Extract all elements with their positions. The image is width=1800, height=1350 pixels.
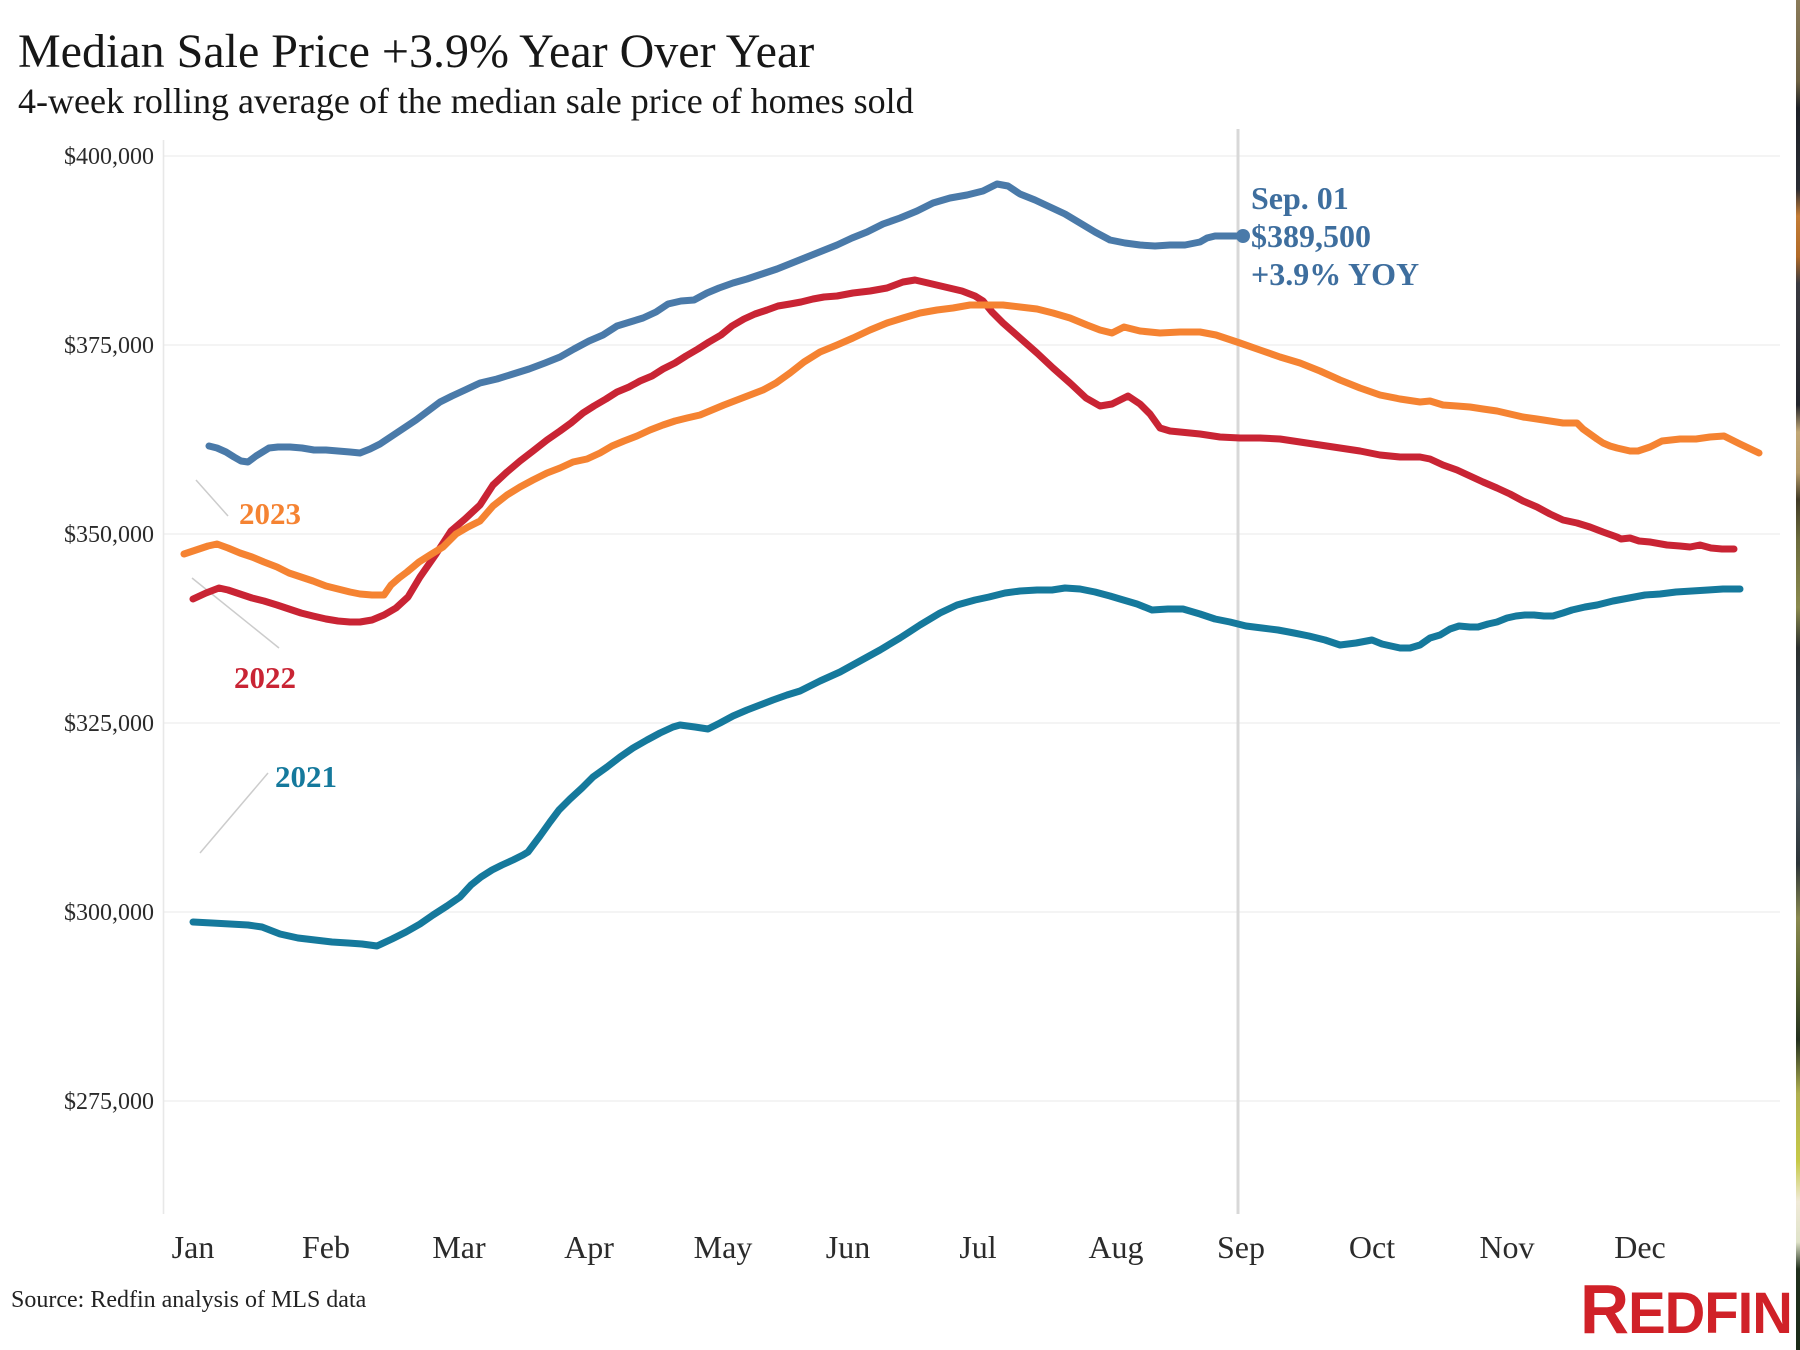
- svg-text:Sep: Sep: [1217, 1229, 1265, 1265]
- svg-text:4-week rolling average of the: 4-week rolling average of the median sal…: [18, 81, 914, 121]
- svg-text:$275,000: $275,000: [64, 1089, 154, 1115]
- svg-text:Apr: Apr: [564, 1229, 614, 1265]
- svg-text:+3.9% YOY: +3.9% YOY: [1251, 256, 1419, 292]
- svg-text:Dec: Dec: [1614, 1229, 1666, 1265]
- svg-text:Median Sale Price +3.9% Year O: Median Sale Price +3.9% Year Over Year: [18, 25, 814, 78]
- svg-text:$300,000: $300,000: [64, 900, 154, 926]
- svg-text:Source: Redfin analysis of MLS: Source: Redfin analysis of MLS data: [11, 1287, 367, 1313]
- svg-text:$350,000: $350,000: [64, 522, 154, 548]
- svg-text:Sep. 01: Sep. 01: [1251, 180, 1349, 216]
- svg-text:Jun: Jun: [826, 1229, 870, 1265]
- svg-text:$375,000: $375,000: [64, 333, 154, 359]
- svg-text:$389,500: $389,500: [1251, 218, 1371, 254]
- svg-text:2022: 2022: [234, 660, 296, 695]
- svg-text:May: May: [694, 1229, 753, 1265]
- svg-text:Oct: Oct: [1349, 1229, 1395, 1265]
- svg-text:Jul: Jul: [959, 1229, 996, 1265]
- svg-text:REDFIN: REDFIN: [1580, 1270, 1792, 1348]
- svg-text:Feb: Feb: [302, 1229, 350, 1265]
- svg-text:Jan: Jan: [172, 1229, 215, 1265]
- svg-text:Nov: Nov: [1479, 1229, 1534, 1265]
- svg-text:Aug: Aug: [1088, 1229, 1143, 1265]
- svg-text:$400,000: $400,000: [64, 144, 154, 170]
- svg-text:$325,000: $325,000: [64, 711, 154, 737]
- svg-text:2021: 2021: [275, 759, 337, 794]
- svg-text:Mar: Mar: [432, 1229, 486, 1265]
- svg-text:2023: 2023: [239, 496, 301, 531]
